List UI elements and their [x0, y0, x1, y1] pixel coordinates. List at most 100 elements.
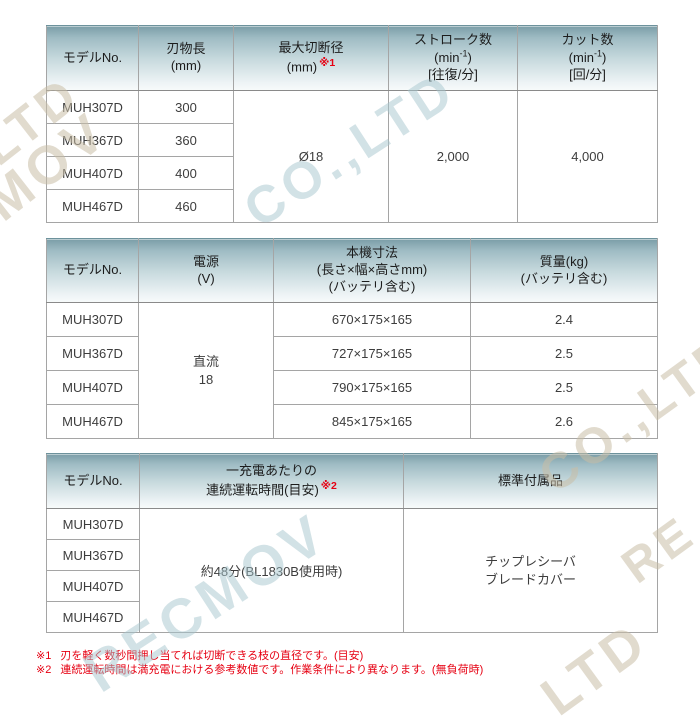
dimensions-cell: 670×175×165: [273, 302, 471, 337]
accessories-cell: チップレシーバ ブレードカバー: [403, 508, 658, 633]
spec-table-cutting: モデルNo. 刃物長 (mm) 最大切断径 (mm) ※1 ストローク数 (min…: [46, 25, 658, 223]
column-header-runtime: 一充電あたりの 連続運転時間(目安) ※2: [139, 453, 404, 509]
header-sub-label: [往復/分]: [428, 67, 478, 83]
unit-text: (min: [434, 50, 460, 66]
header-label: 標準付属品: [497, 472, 563, 488]
header-label: ストローク数: [413, 32, 492, 47]
footnote-text: 連続運転時間は満充電における参考数値です。作業条件により異なります。(無負荷時): [60, 664, 484, 676]
table-row: MUH307D 300 Ø18 2,000 4,000: [46, 90, 658, 223]
header-row: モデルNo. 刃物長 (mm) 最大切断径 (mm) ※1 ストローク数 (min…: [46, 25, 658, 91]
header-label: 一充電あたりの: [225, 462, 317, 478]
model-cell: MUH307D: [46, 90, 139, 124]
column-header-power: 電源 (V): [138, 238, 274, 303]
strokes-cell: 2,000: [388, 90, 518, 223]
column-header-model: モデルNo.: [46, 238, 139, 303]
column-header-strokes: ストローク数 (min-1) [往復/分]: [388, 25, 518, 91]
model-cell: MUH307D: [46, 302, 139, 337]
header-unit: (V): [197, 270, 215, 286]
dimensions-cell: 790×175×165: [273, 370, 471, 405]
model-cell: MUH367D: [46, 539, 140, 571]
column-header-max-cut-diameter: 最大切断径 (mm) ※1: [233, 25, 389, 91]
header-label: 最大切断径: [278, 39, 344, 55]
table-row: MUH407D 400: [46, 156, 658, 190]
unit-text: ): [467, 50, 472, 66]
table-row: MUH467D: [46, 601, 658, 633]
model-cell: MUH467D: [46, 189, 139, 223]
column-header-model: モデルNo.: [46, 25, 139, 91]
table-row: MUH407D 790×175×165 2.5: [46, 370, 658, 405]
footnote-line: ※1 刃を軽く数秒間押し当てれば切断できる枝の直径です。(目安): [36, 649, 483, 663]
model-cell: MUH367D: [46, 336, 139, 371]
column-header-cuts: カット数 (min-1) [回/分]: [517, 25, 658, 91]
unit-superscript: -1: [593, 48, 602, 59]
table-row: MUH467D 460: [46, 189, 658, 223]
blade-length-cell: 460: [138, 189, 234, 223]
unit-text: ): [601, 50, 607, 66]
header-sub-label: [回/分]: [569, 67, 606, 83]
footnote-ref-1: ※1: [319, 56, 336, 69]
spec-table-dimensions: モデルNo. 電源 (V) 本機寸法 (長さ×幅×高さmm) (バッテリ含む) …: [46, 238, 658, 439]
column-header-model: モデルNo.: [46, 453, 140, 509]
table-row: MUH367D 727×175×165 2.5: [46, 336, 658, 371]
table-row: MUH367D: [46, 539, 658, 571]
unit-superscript: -1: [459, 48, 468, 59]
header-sub-label: (バッテリ含む): [328, 278, 416, 294]
footnote-text: 刃を軽く数秒間押し当てれば切断できる枝の直径です。(目安): [60, 650, 364, 662]
power-type: 直流: [192, 353, 219, 369]
table-row: MUH467D 845×175×165 2.6: [46, 404, 658, 439]
column-header-accessories: 標準付属品: [403, 453, 658, 509]
header-label: 刃物長: [166, 41, 206, 57]
table-row: MUH307D 直流 18 670×175×165 2.4: [46, 302, 658, 439]
power-voltage: 18: [198, 371, 214, 387]
model-cell: MUH467D: [46, 404, 139, 439]
footnote-mark: ※2: [36, 664, 52, 676]
dimensions-cell: 845×175×165: [273, 404, 471, 439]
header-label: 質量(kg): [539, 253, 589, 269]
blade-length-cell: 300: [138, 90, 234, 124]
header-label: モデルNo.: [63, 472, 123, 488]
accessory-item: チップレシーバ: [485, 553, 576, 569]
header-label: モデルNo.: [62, 262, 123, 278]
weight-cell: 2.5: [470, 336, 658, 371]
header-label: カット数: [561, 32, 614, 47]
power-cell: 直流 18: [138, 302, 274, 439]
header-label: 本機寸法: [345, 245, 398, 261]
weight-cell: 2.5: [470, 370, 658, 405]
blade-length-cell: 400: [138, 156, 234, 190]
footnote-mark: ※1: [36, 650, 52, 662]
header-label: モデルNo.: [62, 49, 123, 65]
dimensions-cell: 727×175×165: [273, 336, 471, 371]
table-row: MUH367D 360: [46, 123, 658, 157]
unit-text: (min: [568, 50, 594, 66]
header-row: モデルNo. 電源 (V) 本機寸法 (長さ×幅×高さmm) (バッテリ含む) …: [46, 238, 658, 303]
cuts-cell: 4,000: [517, 90, 658, 223]
column-header-dimensions: 本機寸法 (長さ×幅×高さmm) (バッテリ含む): [273, 238, 471, 303]
table-row: MUH407D: [46, 570, 658, 602]
footnote-line: ※2 連続運転時間は満充電における参考数値です。作業条件により異なります。(無負荷…: [36, 663, 483, 677]
max-cut-diameter-cell: Ø18: [233, 90, 389, 223]
weight-cell: 2.6: [470, 404, 658, 439]
header-unit: (min-1): [434, 48, 472, 66]
header-sub-label: (バッテリ含む): [520, 270, 608, 286]
accessory-item: ブレードカバー: [484, 571, 576, 587]
header-unit: (min-1): [568, 48, 607, 66]
column-header-blade-length: 刃物長 (mm): [138, 25, 234, 91]
model-cell: MUH407D: [46, 570, 140, 602]
header-row: モデルNo. 一充電あたりの 連続運転時間(目安) ※2 標準付属品: [46, 453, 658, 509]
runtime-cell: 約48分(BL1830B使用時): [139, 508, 404, 633]
table-row: MUH307D 約48分(BL1830B使用時) チップレシーバ ブレードカバー: [46, 508, 658, 633]
blade-length-cell: 360: [138, 123, 234, 157]
model-cell: MUH407D: [46, 156, 139, 190]
header-unit: (mm): [170, 58, 202, 73]
model-cell: MUH367D: [46, 123, 139, 157]
header-label: 電源: [192, 253, 219, 269]
model-cell: MUH467D: [46, 601, 140, 633]
spec-table-runtime: モデルNo. 一充電あたりの 連続運転時間(目安) ※2 標準付属品 MUH307…: [46, 453, 658, 633]
footnote-ref-2: ※2: [320, 479, 337, 492]
header-unit: (mm): [286, 59, 318, 75]
model-cell: MUH407D: [46, 370, 139, 405]
footnotes: ※1 刃を軽く数秒間押し当てれば切断できる枝の直径です。(目安) ※2 連続運転時間…: [36, 649, 483, 677]
model-cell: MUH307D: [46, 508, 140, 540]
column-header-weight: 質量(kg) (バッテリ含む): [470, 238, 658, 303]
header-sub-label: 連続運転時間(目安): [206, 482, 319, 498]
